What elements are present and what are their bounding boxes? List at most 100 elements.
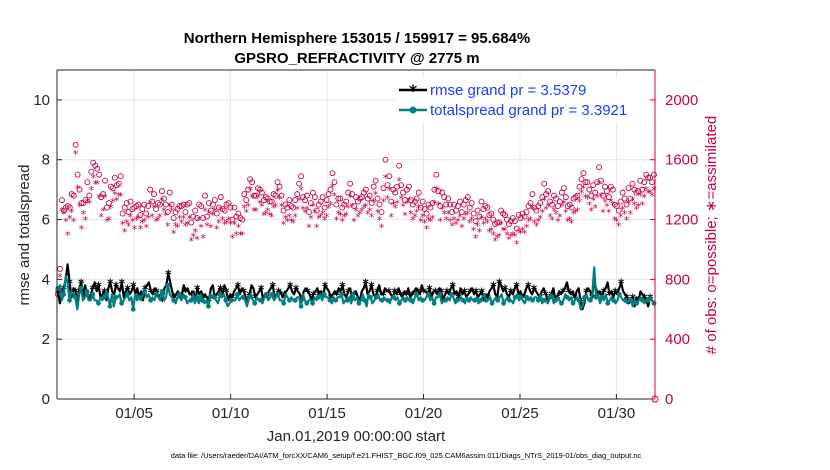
- obs-assimilated-point: *: [477, 226, 483, 239]
- obs-possible-point: [474, 207, 481, 214]
- obs-assimilated-point: *: [332, 190, 338, 203]
- obs-assimilated-point: *: [163, 210, 169, 223]
- totalspread-point: [478, 297, 483, 303]
- obs-possible-point: [594, 179, 601, 186]
- obs-possible-point: [156, 201, 163, 208]
- obs-possible-point: [198, 203, 205, 210]
- totalspread-point: [310, 300, 315, 306]
- obs-assimilated-point: *: [175, 222, 181, 235]
- rmse-point: *: [235, 279, 242, 293]
- obs-assimilated-point: *: [422, 217, 428, 230]
- obs-assimilated-point: *: [308, 213, 314, 226]
- obs-assimilated-point: *: [232, 219, 238, 232]
- obs-assimilated-point: *: [338, 210, 344, 223]
- obs-assimilated-point: *: [224, 217, 230, 230]
- obs-assimilated-point: *: [287, 211, 293, 224]
- totalspread-point: [246, 294, 252, 300]
- obs-assimilated-point: *: [496, 230, 502, 243]
- totalspread-point: [321, 291, 327, 297]
- totalspread-point: [483, 297, 489, 303]
- obs-possible-point: [417, 204, 424, 211]
- obs-possible-point: [78, 200, 85, 207]
- ticks: 01/05 01/10 01/15 01/20 01/25 01/30 0 2 4 6 8 10 0 40…: [33, 92, 698, 422]
- obs-possible-point: [396, 162, 403, 169]
- obs-assimilated-point: *: [132, 223, 138, 236]
- obs-possible-point: [639, 186, 646, 193]
- obs-assimilated-point: *: [155, 214, 161, 227]
- obs-possible-point: [200, 215, 207, 222]
- obs-possible-point: [102, 177, 108, 184]
- obs-assimilated-point: *: [324, 211, 330, 224]
- obs-possible-point: [390, 186, 397, 193]
- obs-possible-point: [282, 201, 289, 208]
- obs-possible-point: [174, 206, 181, 213]
- obs-possible-point: [580, 170, 587, 177]
- obs-assimilated-point: *: [406, 195, 412, 208]
- obs-possible-point: [413, 195, 420, 202]
- obs-assimilated-point: *: [194, 233, 200, 246]
- obs-assimilated-point: *: [65, 229, 71, 242]
- totalspread-point: [570, 300, 576, 306]
- obs-possible-point: [437, 203, 444, 210]
- rmse-point: *: [392, 285, 399, 299]
- rmse-point: *: [130, 279, 137, 293]
- obs-assimilated-point: *: [104, 216, 110, 229]
- obs-possible-point: [96, 171, 103, 178]
- obs-assimilated-point: *: [410, 214, 416, 227]
- obs-possible-point: [537, 200, 544, 207]
- obs-assimilated-point: *: [443, 214, 449, 227]
- obs-assimilated-point: *: [75, 183, 81, 196]
- obs-possible-point: [364, 195, 371, 202]
- totalspread-point: [67, 297, 72, 303]
- obs-possible-point: [119, 210, 126, 217]
- totalspread-point: [466, 297, 472, 303]
- obs-possible-point: [221, 207, 228, 214]
- rmse-point: *: [612, 285, 619, 299]
- obs-possible-point: [429, 200, 436, 207]
- obs-possible-point: [243, 197, 250, 204]
- totalspread-point: [281, 300, 287, 306]
- obs-assimilated-point: *: [392, 202, 398, 215]
- obs-assimilated-point: *: [79, 223, 85, 236]
- obs-possible-point: [382, 156, 389, 163]
- obs-assimilated-point: *: [592, 202, 598, 215]
- rmse-point: *: [386, 285, 393, 299]
- series-layer: * * **** * * ** * * * * **** * * *** * * * ****** *** **** *…: [55, 263, 657, 312]
- obs-possible-point: [58, 197, 65, 204]
- totalspread-point: [130, 306, 136, 312]
- obs-possible-point: [372, 177, 379, 184]
- totalspread-point: [206, 303, 211, 309]
- rmse-point: *: [397, 288, 404, 302]
- rmse-point: *: [159, 294, 166, 308]
- y-tick-label: 0: [42, 391, 50, 408]
- y-tick-label: 4: [42, 271, 50, 288]
- rmse-point: *: [566, 285, 573, 299]
- rmse-point: *: [543, 288, 550, 302]
- obs-assimilated-point: *: [177, 213, 183, 226]
- obs-assimilated-point: *: [159, 195, 165, 208]
- obs-assimilated-point: *: [314, 222, 320, 235]
- obs-assimilated-point: *: [343, 210, 349, 223]
- obs-assimilated-point: *: [559, 201, 565, 214]
- x-tick-label: 01/30: [598, 405, 636, 422]
- obs-possible-point: [211, 197, 218, 204]
- rmse-point: *: [287, 279, 294, 293]
- obs-possible-point: [400, 189, 407, 196]
- obs-possible-point: [355, 198, 361, 205]
- obs-assimilated-point: *: [220, 214, 226, 227]
- obs-possible-point: [253, 192, 259, 199]
- obs-possible-point: [404, 186, 410, 193]
- x-axis-label: Jan.01,2019 00:00:00 start: [267, 428, 446, 445]
- obs-possible-point: [441, 194, 448, 201]
- obs-possible-point: [260, 197, 267, 204]
- obs-assimilated-point: *: [377, 214, 383, 227]
- obs-possible-point: [227, 204, 234, 211]
- obs-assimilated-point: *: [457, 211, 463, 224]
- obs-possible-point: [192, 207, 199, 214]
- obs-assimilated-point: *: [608, 196, 614, 209]
- totalspread-point: [379, 297, 385, 303]
- obs-possible-point: [82, 197, 89, 204]
- obs-possible-point: [60, 207, 67, 214]
- totalspread-point: [489, 300, 495, 306]
- obs-assimilated-point: *: [643, 184, 649, 197]
